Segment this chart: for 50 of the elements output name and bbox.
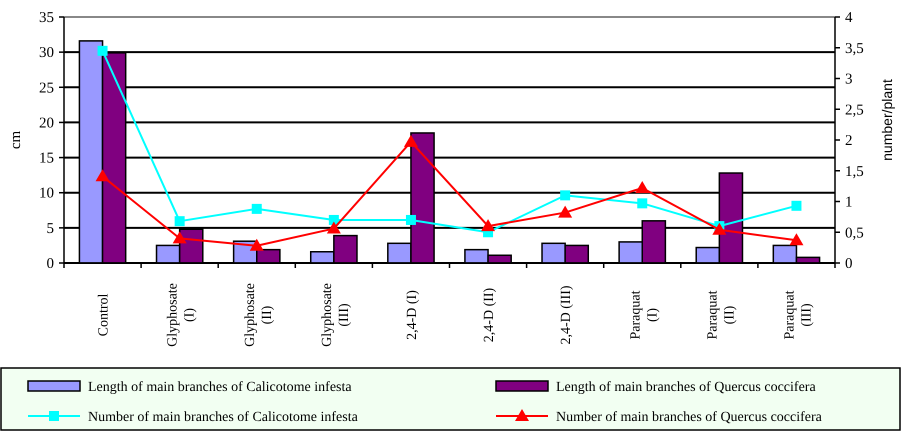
y2-tick-label: 3,5 bbox=[845, 40, 864, 57]
legend-label: Length of main branches of Quercus coccifera bbox=[556, 380, 816, 395]
y2-tick-label: 0 bbox=[845, 256, 852, 272]
x-tick-label: Glyphosate (III) bbox=[320, 283, 352, 347]
point bbox=[560, 190, 570, 200]
y-tick-label: 35 bbox=[39, 10, 54, 26]
point bbox=[637, 198, 648, 208]
point bbox=[172, 231, 187, 244]
x-tick-label: Paraquat (I) bbox=[628, 290, 660, 340]
y2-tick-label: 1,5 bbox=[845, 164, 864, 180]
y2-tick-label: 0,5 bbox=[845, 225, 864, 242]
point bbox=[712, 222, 726, 235]
y2-tick-label: 4 bbox=[845, 10, 853, 26]
x-tick-label: Control bbox=[96, 294, 112, 336]
y-tick-label: 15 bbox=[39, 150, 54, 167]
legend-label: Number of main branches of Quercus coccifera bbox=[556, 410, 823, 425]
y-tick-label: 0 bbox=[46, 256, 54, 272]
y2-axis-title: number/plant bbox=[879, 79, 895, 161]
x-tick-label: Glyphosate (I) bbox=[166, 283, 198, 347]
y-tick-label: 5 bbox=[46, 220, 54, 237]
y2-tick-label: 1 bbox=[845, 194, 852, 210]
point bbox=[404, 134, 418, 147]
point bbox=[789, 233, 804, 246]
y2-tick-label: 2 bbox=[845, 133, 852, 149]
y-tick-label: 20 bbox=[39, 115, 54, 132]
point bbox=[481, 219, 496, 232]
y2-tick-label: 2,5 bbox=[845, 102, 864, 118]
point bbox=[635, 180, 650, 193]
point bbox=[250, 238, 264, 251]
x-tick-label: 2,4-D (II) bbox=[482, 287, 498, 342]
y-tick-label: 30 bbox=[39, 45, 54, 62]
x-tick-label: 2,4-D (III) bbox=[559, 285, 574, 345]
y-tick-label: 10 bbox=[39, 186, 54, 202]
x-tick-label: Paraquat (III) bbox=[782, 290, 814, 340]
point bbox=[326, 222, 341, 234]
point bbox=[406, 214, 416, 225]
point bbox=[252, 204, 262, 214]
point bbox=[96, 169, 110, 182]
point bbox=[558, 206, 572, 218]
point bbox=[791, 200, 802, 211]
x-tick-label: Paraquat (II) bbox=[705, 290, 738, 340]
x-tick-label: 2,4-D (I) bbox=[404, 290, 420, 340]
y-tick-label: 25 bbox=[39, 80, 54, 96]
legend-label: Number of main branches of Calicotome infesta bbox=[88, 410, 359, 425]
legend-label: Length of main branches of Calicotome infesta bbox=[88, 380, 352, 395]
x-tick-label: Glyphosate (II) bbox=[242, 283, 275, 347]
point bbox=[174, 216, 185, 226]
y-axis-title: cm bbox=[8, 130, 24, 150]
y2-tick-label: 3 bbox=[845, 72, 852, 88]
point bbox=[98, 46, 108, 56]
